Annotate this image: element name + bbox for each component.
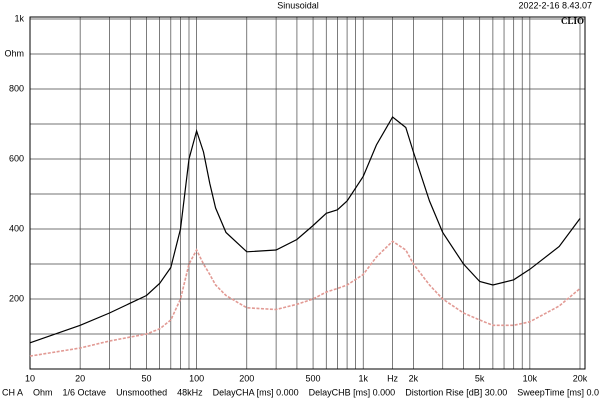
x-tick-label: Hz [387,373,398,383]
footer-item: 1/6 Octave [63,387,107,397]
footer-item: DelayCHB [ms] 0.000 [309,387,396,397]
x-tick-label: 5k [475,373,485,383]
footer-item: Unsmoothed [116,387,167,397]
plot-frame [29,16,586,370]
footer-item: DelayCHA [ms] 0.000 [213,387,299,397]
footer-item: 48kHz [177,387,203,397]
x-tick-label: 2k [409,373,419,383]
y-tick-label: Ohm [4,48,24,58]
footer-item: SweepTime [ms] 0.00 [517,387,599,397]
footer-item: Distortion Rise [dB] 30.00 [405,387,507,397]
x-tick-label: 200 [239,373,254,383]
brand: CLIO [561,16,584,26]
footer-item: Ohm [33,387,53,397]
x-tick-label: 50 [141,373,151,383]
y-tick-label: 800 [9,83,24,93]
x-tick-label: 10 [25,373,35,383]
series-line [29,116,581,344]
x-tick-label: 500 [306,373,321,383]
timestamp: 2022-2-16 8.43.07 [518,0,592,10]
y-tick-label: 200 [9,293,24,303]
x-tick-label: 20 [75,373,85,383]
footer-item: CH A [2,387,23,397]
series-line [29,240,581,357]
chart-title: Sinusoidal [277,0,319,10]
x-tick-label: 1k [358,373,368,383]
x-tick-label: 100 [189,373,204,383]
y-tick-label: 1k [14,13,24,23]
x-tick-label: 10k [523,373,538,383]
y-tick-label: 600 [9,153,24,163]
y-tick-label: 400 [9,223,24,233]
x-tick-label: 20k [573,373,588,383]
